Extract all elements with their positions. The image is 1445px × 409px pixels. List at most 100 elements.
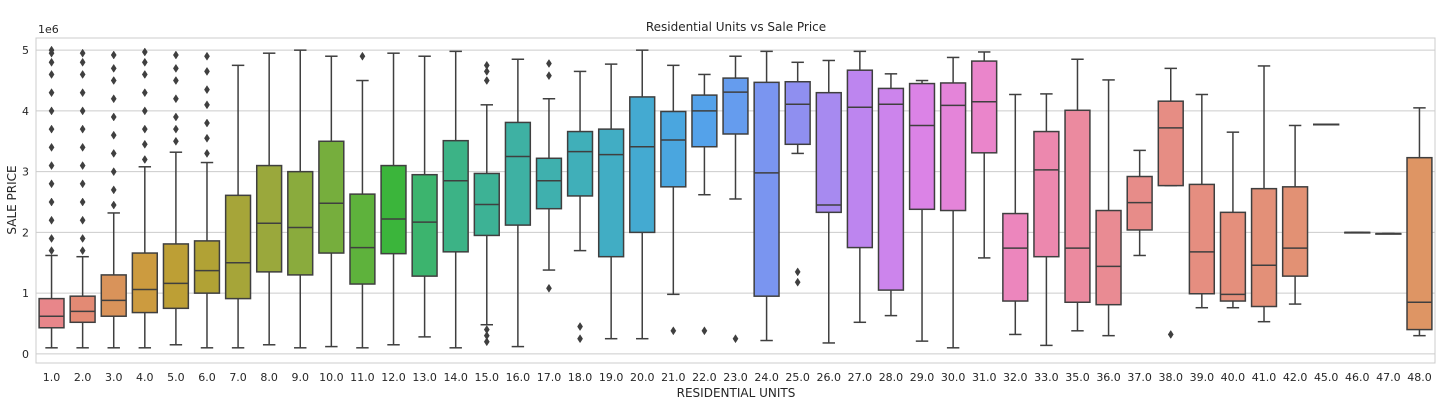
- box-14.0: [442, 50, 469, 349]
- iqr-box: [1219, 211, 1247, 302]
- x-tick-label: 25.0: [785, 371, 810, 384]
- iqr-box: [287, 170, 314, 276]
- box-1.0: [38, 45, 65, 349]
- x-tick-label: 48.0: [1407, 371, 1432, 384]
- x-tick-label: 40.0: [1221, 371, 1246, 384]
- iqr-box: [971, 60, 998, 154]
- box-13.0: [411, 55, 438, 338]
- x-tick-label: 47.0: [1376, 371, 1401, 384]
- outlier-point: [483, 76, 490, 85]
- box-45.0: [1313, 123, 1340, 126]
- x-tick-label: 36.0: [1096, 371, 1121, 384]
- outlier-point: [483, 325, 490, 335]
- y-tick-label: 5: [22, 44, 29, 57]
- outlier-point: [546, 71, 552, 81]
- iqr-box: [193, 240, 221, 294]
- iqr-box: [1095, 209, 1122, 306]
- box-29.0: [908, 79, 936, 342]
- outlier-point: [794, 277, 801, 287]
- outlier-point: [204, 51, 210, 61]
- outlier-point: [204, 148, 210, 158]
- box-32.0: [1002, 93, 1029, 336]
- outlier-point: [48, 57, 55, 67]
- box-17.0: [535, 59, 563, 293]
- outlier-point: [79, 124, 86, 134]
- outlier-point: [110, 130, 117, 140]
- iqr-box: [1002, 212, 1029, 302]
- outlier-point: [483, 331, 490, 341]
- outlier-point: [79, 179, 86, 189]
- outlier-point: [79, 106, 86, 116]
- x-tick-label: 45.0: [1314, 371, 1339, 384]
- x-tick-label: 15.0: [475, 371, 500, 384]
- iqr-box: [566, 130, 594, 197]
- y-tick-label: 3: [22, 166, 29, 179]
- x-tick-label: 13.0: [412, 371, 437, 384]
- iqr-box: [535, 157, 563, 210]
- outlier-point: [141, 69, 148, 79]
- outlier-point: [141, 139, 148, 149]
- outlier-point: [546, 59, 552, 68]
- iqr-box: [162, 243, 190, 310]
- outlier-point: [48, 197, 55, 207]
- outlier-point: [483, 60, 490, 70]
- x-tick-label: 3.0: [105, 371, 123, 384]
- box-47.0: [1375, 232, 1402, 235]
- box-27.0: [846, 50, 874, 324]
- x-axis-label: RESIDENTIAL UNITS: [677, 386, 796, 400]
- x-tick-label: 46.0: [1345, 371, 1370, 384]
- outlier-point: [110, 94, 117, 104]
- iqr-box: [504, 121, 532, 226]
- box-11.0: [349, 51, 376, 349]
- outlier-point: [546, 283, 552, 293]
- box-35.0: [1064, 58, 1091, 332]
- outlier-point: [48, 124, 55, 134]
- x-tick-label: 39.0: [1190, 371, 1215, 384]
- outlier-point: [48, 45, 55, 55]
- x-tick-label: 10.0: [319, 371, 344, 384]
- iqr-box: [318, 140, 345, 254]
- box-37.0: [1126, 149, 1153, 257]
- x-tick-label: 20.0: [630, 371, 655, 384]
- x-tick-label: 35.0: [1065, 371, 1090, 384]
- iqr-box: [597, 128, 625, 258]
- chart-title: Residential Units vs Sale Price: [646, 20, 826, 34]
- box-4.0: [131, 47, 158, 349]
- box-31.0: [971, 51, 998, 259]
- box-26.0: [815, 59, 842, 344]
- outlier-point: [173, 94, 179, 104]
- outlier-point: [141, 47, 148, 57]
- box-7.0: [224, 64, 252, 349]
- outlier-point: [141, 155, 148, 164]
- outlier-point: [48, 88, 55, 98]
- iqr-box: [224, 194, 252, 300]
- box-20.0: [629, 49, 656, 340]
- box-15.0: [473, 60, 500, 347]
- iqr-box: [1188, 183, 1216, 295]
- outlier-point: [110, 167, 117, 177]
- iqr-box: [1250, 187, 1278, 308]
- outlier-point: [204, 133, 210, 143]
- outlier-point: [110, 185, 117, 195]
- x-tick-label: 16.0: [506, 371, 531, 384]
- outlier-point: [48, 179, 55, 189]
- iqr-box: [908, 82, 936, 211]
- outlier-point: [577, 322, 583, 332]
- outlier-point: [204, 118, 210, 128]
- y-tick-label: 2: [22, 226, 29, 239]
- outlier-point: [79, 234, 86, 243]
- outlier-point: [701, 326, 708, 336]
- tick-labels: 0 1 2 3 4 5 1.0 2.0 3.0 4.0 5.0 6.0 7.0 8.0 9.0 10.0 11.…: [22, 44, 1432, 384]
- box-series: [38, 45, 1433, 349]
- iqr-box: [131, 252, 158, 314]
- iqr-box: [846, 69, 874, 249]
- x-tick-label: 18.0: [568, 371, 593, 384]
- outlier-point: [204, 66, 210, 76]
- y-offset-label: 1e6: [38, 23, 59, 36]
- iqr-box: [660, 110, 687, 188]
- box-38.0: [1157, 67, 1184, 339]
- outlier-point: [110, 200, 117, 210]
- iqr-box: [753, 81, 780, 297]
- x-tick-label: 7.0: [229, 371, 247, 384]
